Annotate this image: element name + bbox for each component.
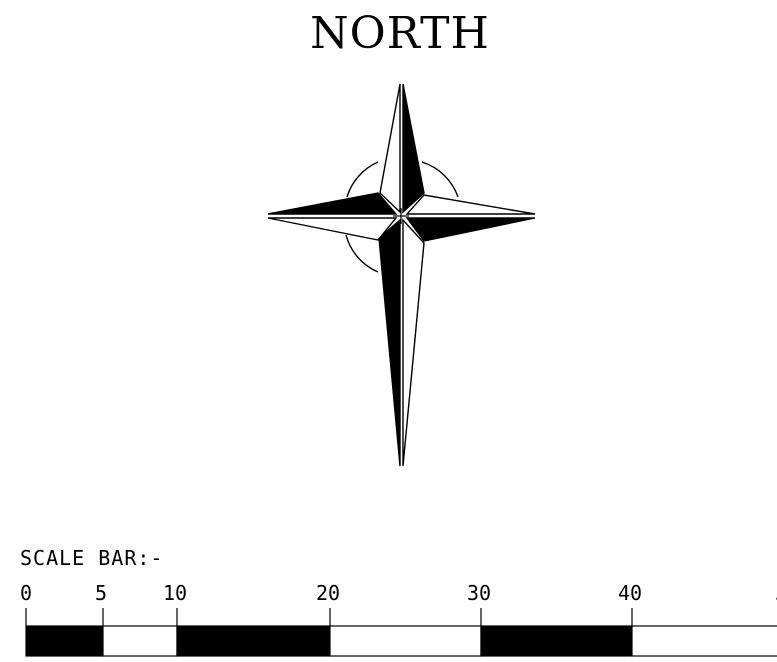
scale-segment-black — [176, 625, 331, 657]
scale-tick-label: 5 — [95, 581, 107, 605]
scale-tick-label: 30 — [467, 581, 491, 605]
compass-rose-icon — [267, 83, 536, 467]
scale-bar-label: SCALE BAR:- — [20, 546, 164, 570]
compass-center — [393, 208, 409, 224]
north-point — [379, 83, 425, 214]
north-title: NORTH — [310, 8, 490, 59]
scale-tick-label: 10 — [163, 581, 187, 605]
scale-bar: 0 5 10 20 30 40 5 — [20, 581, 777, 657]
east-point — [405, 194, 536, 242]
scale-tick-label: 0 — [20, 581, 32, 605]
compass-circle — [345, 161, 459, 273]
scale-tick-label: 5 — [775, 581, 777, 605]
scale-segment-black — [25, 625, 104, 657]
scale-tick-label: 40 — [618, 581, 642, 605]
west-point — [267, 192, 398, 241]
south-point — [378, 218, 425, 467]
scale-segment-black — [480, 625, 633, 657]
scale-tick-label: 20 — [316, 581, 340, 605]
scale-segment-white — [329, 625, 482, 657]
scale-segment-white — [102, 625, 178, 657]
scale-segment-white — [631, 625, 777, 657]
